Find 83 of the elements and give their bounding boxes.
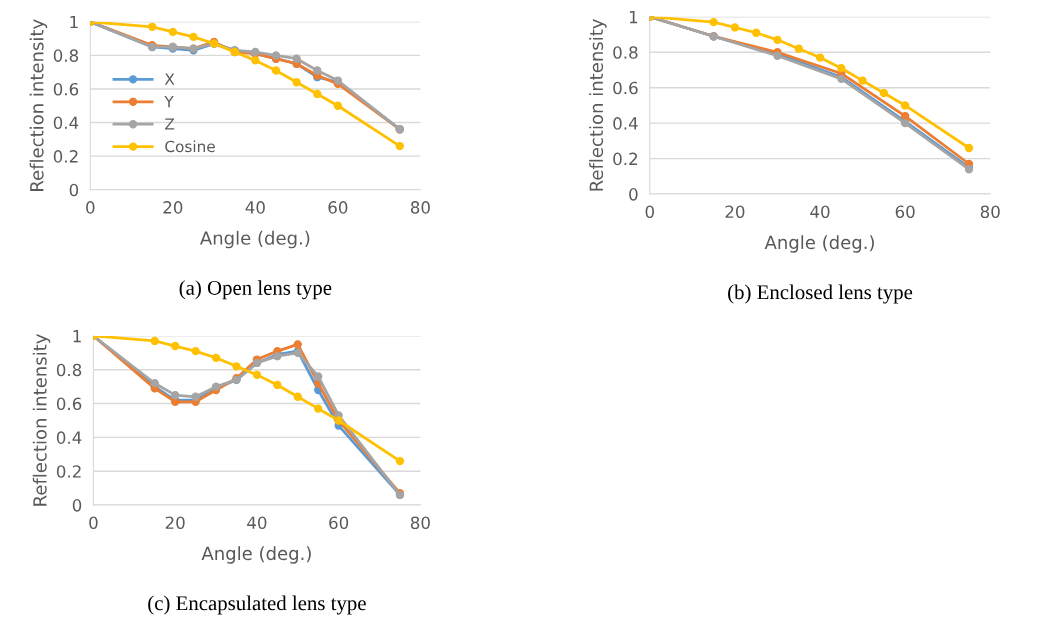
point [837,64,846,73]
point [900,111,910,121]
x-tick-label: 0 [645,205,654,219]
y-tick-label: 0.4 [56,431,82,444]
point [314,404,323,413]
y-tick-label: 0.2 [613,152,638,166]
y-tick-label: 0.6 [53,82,79,96]
point [964,143,974,153]
y-tick-label: 1 [629,10,638,24]
legend-label: Cosine [165,140,215,153]
y-tick-label: 0.8 [56,363,82,377]
x-axis-title: Angle (deg.) [200,230,310,249]
y-tick-label: 0.8 [613,46,638,59]
point [313,66,322,75]
point [191,392,200,401]
y-axis-title: Reflection intensity [32,334,51,506]
x-tick-label: 60 [329,516,349,530]
point [293,340,302,349]
point [395,456,405,466]
x-tick-label: 80 [410,516,430,530]
x-tick-label: 20 [725,205,745,219]
point [293,392,302,401]
text: (a) Open lens type [179,280,332,300]
x-axis-title: Angle (deg.) [764,235,874,253]
y-tick-label: 0.4 [613,117,638,130]
point [252,370,262,379]
point [148,22,157,31]
x-tick-label: 0 [86,201,95,214]
x-tick-label: 20 [163,201,183,214]
y-tick-label: 0 [72,499,82,512]
text: (c) Encapsulated lens type [148,595,366,615]
legend-label: Z [165,118,175,130]
x-tick-label: 40 [247,516,267,530]
point [333,101,343,110]
point [292,78,301,87]
point [709,17,718,27]
y-axis-title: Reflection intensity [29,19,48,191]
legend-label: X [164,73,175,85]
point [752,28,761,37]
point [168,27,177,37]
point [191,346,200,356]
x-tick-label: 60 [895,205,915,219]
y-tick-label: 0 [629,188,638,201]
point [232,362,241,371]
point [271,66,281,75]
point [395,141,404,151]
y-axis-title: Reflection intensity [589,19,607,191]
x-tick-label: 0 [89,516,98,530]
point [730,23,740,32]
point [794,44,803,53]
point [211,353,221,363]
point [170,341,180,351]
y-tick-label: 0.2 [53,150,78,163]
x-tick-label: 20 [165,516,185,530]
x-tick-label: 60 [328,201,348,214]
point [313,89,322,99]
text: (b) Enclosed lens type [728,284,913,304]
y-tick-label: 0.6 [56,397,82,411]
x-tick-label: 80 [410,201,430,214]
y-tick-label: 0.6 [613,81,638,95]
x-tick-label: 40 [245,201,265,214]
point [189,32,198,42]
point [273,380,282,390]
x-tick-label: 40 [810,205,830,219]
y-tick-label: 0.2 [56,465,81,478]
y-tick-label: 0.8 [53,49,79,62]
point [150,336,159,346]
point [773,35,782,45]
y-tick-label: 0.4 [53,116,79,130]
point [251,56,260,65]
y-tick-label: 1 [73,330,81,343]
point [314,372,323,381]
y-tick-label: 1 [70,15,78,29]
point [815,53,825,62]
point [858,76,867,85]
legend-label: Y [164,96,174,108]
point [900,101,910,110]
point [292,54,301,63]
point [879,88,889,98]
x-axis-title: Angle (deg.) [201,546,311,564]
x-tick-label: 80 [980,205,1000,219]
y-tick-label: 0 [69,183,79,197]
point [170,390,180,400]
